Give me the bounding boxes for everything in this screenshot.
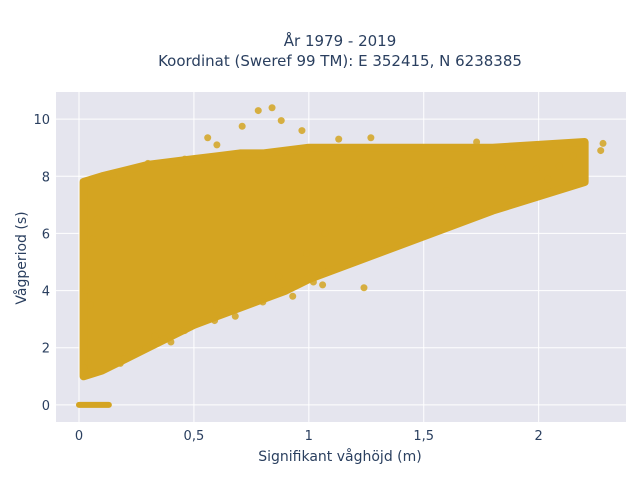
data-point <box>539 145 547 153</box>
data-point <box>144 159 152 167</box>
data-point <box>190 321 198 329</box>
data-point <box>335 135 343 143</box>
data-point <box>415 175 423 183</box>
y-tick-label: 6 <box>42 227 50 242</box>
data-point <box>254 107 262 115</box>
data-point <box>181 155 189 163</box>
data-point <box>443 187 451 195</box>
data-point <box>160 335 168 343</box>
data-point <box>84 358 92 366</box>
data-point <box>259 298 267 306</box>
data-point <box>289 292 297 300</box>
data-point <box>236 278 244 286</box>
data-point <box>309 278 317 286</box>
data-point <box>142 345 150 353</box>
data-point <box>360 284 368 292</box>
data-point <box>473 138 481 146</box>
data-point <box>268 104 276 112</box>
data-point <box>355 215 363 223</box>
y-axis-label: Vågperiod (s) <box>13 211 30 304</box>
data-point <box>532 165 540 173</box>
x-tick-label: 0 <box>75 429 83 444</box>
data-point <box>367 134 375 142</box>
data-point <box>277 117 285 125</box>
data-point <box>498 164 506 172</box>
data-point <box>321 229 329 237</box>
data-point <box>121 355 129 363</box>
data-point <box>167 338 175 346</box>
data-points <box>75 104 607 408</box>
data-point <box>93 215 101 223</box>
data-point <box>424 144 432 152</box>
y-tick-label: 10 <box>33 113 50 128</box>
data-point <box>82 287 90 295</box>
data-point <box>238 122 246 130</box>
data-point <box>298 127 306 135</box>
data-point <box>213 301 221 309</box>
y-tick-labels: 0 2 4 6 8 10 <box>33 113 50 414</box>
data-point <box>86 301 94 309</box>
data-point <box>204 134 212 142</box>
x-tick-label: 1,5 <box>413 429 434 444</box>
data-point <box>392 207 400 215</box>
y-tick-label: 2 <box>42 342 50 357</box>
data-point <box>89 235 97 243</box>
data-point <box>516 144 524 152</box>
data-point <box>109 172 117 180</box>
data-point <box>319 281 327 289</box>
data-point <box>544 175 552 183</box>
x-tick-labels: 0 0,5 1 1,5 2 <box>75 429 543 444</box>
x-axis-label: Signifikant våghöjd (m) <box>258 448 421 465</box>
chart-title-line-2: Koordinat (Sweref 99 TM): E 352415, N 62… <box>158 52 522 70</box>
y-tick-label: 4 <box>42 285 50 300</box>
data-point <box>231 312 239 320</box>
data-point <box>116 359 124 367</box>
data-point <box>211 317 219 325</box>
data-point <box>555 162 563 170</box>
x-tick-label: 0,5 <box>184 429 205 444</box>
data-point <box>275 272 283 280</box>
data-point <box>427 202 435 210</box>
data-point <box>130 349 138 357</box>
data-point <box>80 364 88 372</box>
data-point <box>151 332 159 340</box>
data-point <box>181 327 189 335</box>
x-tick-label: 2 <box>535 429 543 444</box>
data-point <box>213 141 221 149</box>
data-point <box>597 147 605 155</box>
data-point <box>569 152 577 160</box>
y-tick-label: 0 <box>42 399 50 414</box>
x-tick-label: 1 <box>305 429 313 444</box>
data-point <box>303 249 311 257</box>
y-tick-label: 8 <box>42 170 50 185</box>
data-point <box>599 139 607 147</box>
chart-title-line-1: År 1979 - 2019 <box>284 31 397 50</box>
